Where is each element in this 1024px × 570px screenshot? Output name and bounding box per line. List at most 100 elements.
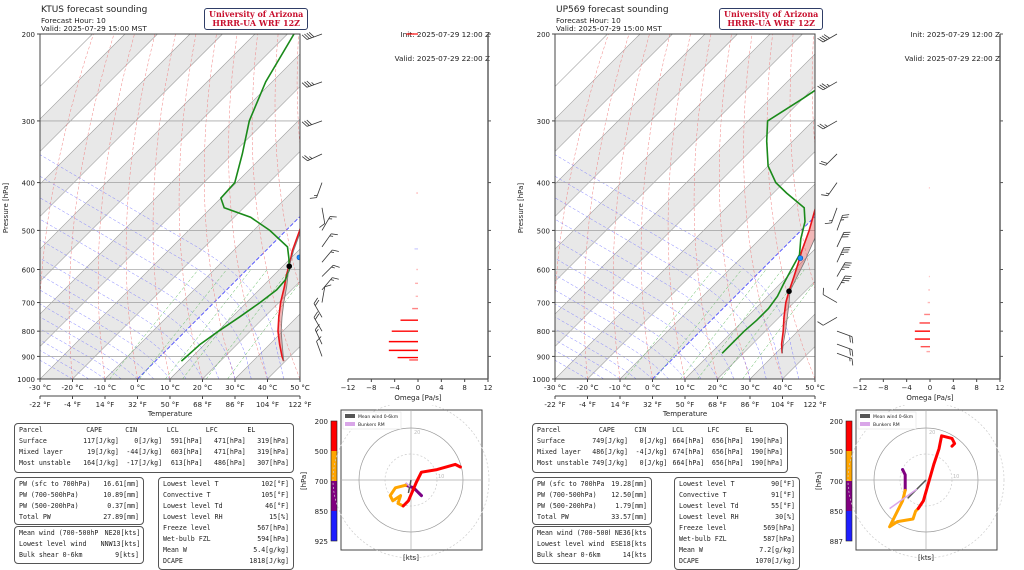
x-tick-label-celsius: 30 °C <box>225 384 245 392</box>
barb-flag <box>302 34 307 41</box>
table-row: PW (500-200hPa)0.37[mm] <box>15 500 143 511</box>
y-tick-label: 300 <box>537 118 550 126</box>
y-tick-label: 400 <box>22 180 35 188</box>
table-cell: 19.28[mm] <box>605 480 647 488</box>
x-tick-label-fahrenheit: -22 °F <box>544 401 565 409</box>
table-cell: Surface <box>537 437 591 445</box>
x-tick-label-celsius: -20 °C <box>61 384 83 392</box>
barb-flag <box>302 121 307 128</box>
y-tick-label: 600 <box>22 266 35 274</box>
barb-flag <box>302 82 307 89</box>
sounding-title: UP569 forecast sounding <box>556 5 669 15</box>
table-cell: Lowest level T <box>679 480 746 488</box>
table-cell: 594[hPa] <box>236 535 289 543</box>
omega-x-tick-label: 0 <box>928 384 932 392</box>
barb-half-flag <box>316 329 319 332</box>
barb-flag <box>821 288 827 295</box>
table-cell: DCAPE <box>163 557 236 565</box>
colorbar-segment <box>331 511 337 541</box>
table-cell: 12.50[mm] <box>605 491 647 499</box>
table-cell: PW (500-200hPa) <box>19 502 93 510</box>
table-cell: 7.2[g/kg] <box>746 546 795 554</box>
table-cell: 190[hPa] <box>744 459 783 467</box>
lcl-marker <box>287 264 292 269</box>
table-cell: 486[J/kg] <box>591 448 628 456</box>
table-cell: 587[hPa] <box>746 535 795 543</box>
table-cell: 1070[J/kg] <box>746 557 795 565</box>
wind-barb <box>818 312 837 327</box>
table-cell: LCL <box>167 426 206 434</box>
ring-label: 10 <box>953 474 959 480</box>
wind-barb <box>821 288 840 303</box>
x-tick-label-celsius: -30 °C <box>544 384 566 392</box>
hodograph-x-label: [kts] <box>403 554 419 562</box>
table-cell: Lowest level Td <box>163 502 236 510</box>
table-cell: 0[J/kg] <box>119 437 162 445</box>
table-cell: 0[J/kg] <box>628 437 667 445</box>
table-row: PW (700-500hPa)10.89[mm] <box>15 489 143 500</box>
banner-line-2: HRRR-UA WRF 12Z <box>209 19 303 28</box>
x-tick-label-fahrenheit: 50 °F <box>676 401 695 409</box>
barb-staff <box>322 208 325 224</box>
table-cell: 18[kts] <box>623 540 647 548</box>
x-tick-label-celsius: 10 °C <box>675 384 695 392</box>
wind-barb <box>316 208 325 228</box>
x-tick-label-celsius: -20 °C <box>576 384 598 392</box>
colorbar-segment <box>331 451 337 481</box>
colorbar-tick-label: 887 <box>830 538 843 546</box>
table-row: PW (700-500hPa)12.50[mm] <box>533 489 651 500</box>
table-cell: Parcel <box>537 426 589 434</box>
wind-barb <box>313 298 328 317</box>
table-cell: 471[hPa] <box>203 437 246 445</box>
table-cell: 486[hPa] <box>203 459 246 467</box>
omega-x-tick-label: −12 <box>341 384 356 392</box>
wind-barb <box>818 77 837 92</box>
wind-barb <box>302 76 322 88</box>
x-tick-label-celsius: 40 °C <box>773 384 793 392</box>
x-tick-label-fahrenheit: 104 °F <box>771 401 794 409</box>
table-cell: 1.79[mm] <box>605 502 647 510</box>
x-tick-label-fahrenheit: 86 °F <box>741 401 760 409</box>
x-tick-label-celsius: 20 °C <box>708 384 728 392</box>
table-cell: PW (sfc to 700hPa) <box>537 480 605 488</box>
table-cell: 20[kts] <box>113 529 139 537</box>
y-tick-label: 600 <box>537 266 550 274</box>
x-axis-label: Temperature <box>147 410 192 418</box>
table-cell: Wet-bulb FZL <box>163 535 236 543</box>
colorbar-label: [hPa] <box>815 472 823 490</box>
table-cell: 664[hPa] <box>667 459 704 467</box>
x-tick-label-fahrenheit: 104 °F <box>256 401 279 409</box>
table-cell: Mixed layer <box>19 448 78 456</box>
colorbar-tick-label: 500 <box>315 448 328 456</box>
omega-x-tick-label: −4 <box>390 384 401 392</box>
table-cell: -4[J/kg] <box>628 448 667 456</box>
table-cell: Lowest level RH <box>679 513 746 521</box>
barb-flag <box>818 320 824 327</box>
barb-half-flag <box>312 82 314 85</box>
legend-swatch-mean-wind <box>860 414 870 418</box>
x-tick-label-fahrenheit: 14 °F <box>611 401 630 409</box>
x-tick-label-celsius: 50 °C <box>290 384 310 392</box>
table-cell: 27.89[mm] <box>93 513 139 521</box>
table-cell: PW (700-500hPa) <box>19 491 93 499</box>
table-cell: EL <box>247 426 289 434</box>
table-cell: PW (500-200hPa) <box>537 502 605 510</box>
table-cell: Convective T <box>679 491 746 499</box>
